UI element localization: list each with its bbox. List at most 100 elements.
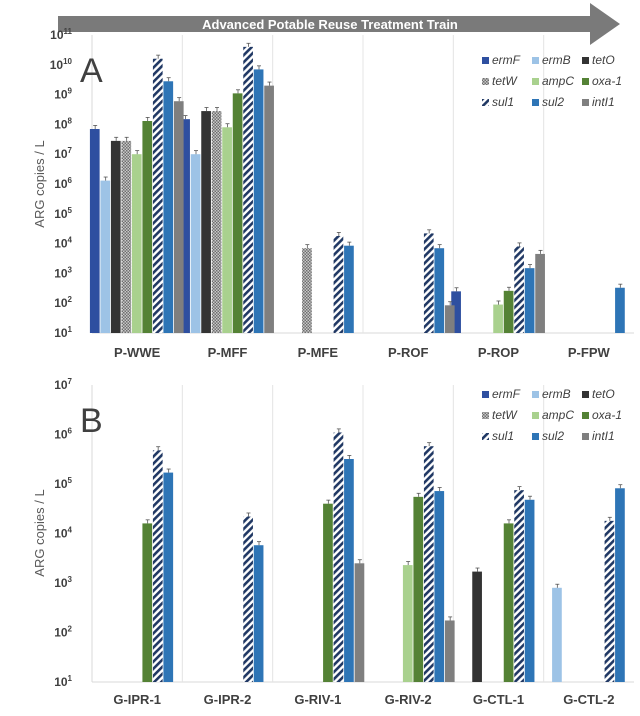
- y-tick-label: 105: [54, 206, 72, 221]
- bar-ermF: [451, 291, 461, 333]
- bar-tetO: [110, 140, 121, 333]
- legend-label-intI1: intI1: [592, 429, 615, 443]
- legend-swatch-oxa-1: [582, 412, 589, 419]
- bar-oxa-1: [413, 496, 424, 682]
- x-tick-label: G-RIV-1: [294, 692, 341, 707]
- bar-oxa-1: [323, 503, 333, 682]
- bar-ermF: [180, 119, 190, 333]
- bar-sul1: [423, 233, 434, 333]
- bar-ampC: [222, 127, 232, 333]
- bar-sul2: [524, 499, 535, 682]
- bar-sul1: [423, 446, 434, 682]
- bar-sul1: [152, 58, 163, 333]
- bar-sul2: [253, 545, 264, 682]
- y-axis-label: ARG copies / L: [32, 140, 47, 227]
- bar-sul2: [253, 69, 264, 333]
- y-tick-label: 1011: [50, 27, 72, 42]
- y-tick-label: 106: [54, 176, 72, 191]
- y-tick-label: 103: [54, 265, 72, 280]
- bar-sul1: [514, 490, 524, 682]
- legend-label-tetW: tetW: [492, 408, 518, 422]
- arrow-label: Advanced Potable Reuse Treatment Train: [202, 17, 458, 32]
- y-tick-label: 101: [54, 325, 72, 340]
- bar-oxa-1: [503, 523, 514, 682]
- y-tick-label: 108: [54, 116, 72, 131]
- y-tick-label: 109: [54, 87, 72, 102]
- bar-intI1: [173, 101, 184, 333]
- bar-ermB: [100, 180, 111, 333]
- bar-sul1: [152, 450, 163, 682]
- legend-label-oxa-1: oxa-1: [592, 408, 622, 422]
- x-tick-label: P-ROP: [478, 345, 520, 360]
- bar-sul1: [243, 46, 253, 333]
- bar-intI1: [535, 253, 545, 333]
- bar-ampC: [131, 154, 142, 333]
- legend-swatch-tetO: [582, 391, 589, 398]
- x-tick-label: G-IPR-1: [113, 692, 161, 707]
- x-tick-label: P-WWE: [114, 345, 161, 360]
- bar-sul1: [243, 516, 253, 682]
- x-tick-label: G-IPR-2: [204, 692, 252, 707]
- legend: ermF ermB tetO tetW ampC oxa-1 sul1 sul2 intI1: [482, 387, 622, 443]
- bar-tetW: [121, 140, 132, 333]
- legend-label-intI1: intI1: [592, 95, 615, 109]
- bar-oxa-1: [142, 523, 153, 682]
- bar-tetO: [472, 571, 482, 682]
- x-tick-label: P-ROF: [388, 345, 429, 360]
- y-tick-label: 107: [54, 146, 72, 161]
- bar-sul2: [344, 458, 354, 682]
- y-tick-label: 104: [54, 236, 72, 251]
- legend-label-ermB: ermB: [542, 53, 571, 67]
- y-tick-label: 105: [54, 476, 72, 491]
- legend-swatch-ermF: [482, 391, 489, 398]
- bar-sul2: [615, 488, 625, 682]
- bar-tetW: [211, 111, 222, 333]
- x-tick-label: P-MFE: [298, 345, 339, 360]
- legend-swatch-sul1: [482, 99, 489, 106]
- legend-swatch-ampC: [532, 78, 539, 85]
- bar-oxa-1: [232, 93, 243, 333]
- bar-ermB: [552, 587, 562, 682]
- legend: ermF ermB tetO tetW ampC oxa-1 sul1 sul2 intI1: [482, 53, 622, 109]
- y-tick-label: 107: [54, 377, 72, 392]
- panel-letter: A: [80, 52, 103, 90]
- legend-label-ermB: ermB: [542, 387, 571, 401]
- legend-swatch-tetW: [482, 412, 489, 419]
- panel-b: 101 102 103 104 105 106 107 ARG copies / L B G-IP…: [32, 377, 634, 707]
- legend-swatch-ampC: [532, 412, 539, 419]
- bar-sul1: [604, 520, 615, 682]
- legend-label-ermF: ermF: [492, 387, 521, 401]
- x-tick-label: G-CTL-2: [563, 692, 614, 707]
- bar-sul1: [333, 432, 344, 682]
- bar-sul2: [163, 81, 174, 333]
- legend-swatch-intI1: [582, 99, 589, 106]
- legend-label-ampC: ampC: [542, 74, 574, 88]
- bar-ermF: [89, 129, 100, 333]
- bar-sul2: [163, 472, 174, 682]
- legend-swatch-ermF: [482, 57, 489, 64]
- y-tick-label: 103: [54, 575, 72, 590]
- bar-intI1: [444, 620, 455, 682]
- bar-sul2: [434, 491, 445, 682]
- bar-sul2: [344, 245, 354, 333]
- y-tick-label: 102: [54, 625, 72, 640]
- panel-a: 101 102 103 104 105 106 107 108 109 1010 1011 ARG c…: [32, 27, 634, 360]
- bar-intI1: [264, 85, 274, 333]
- bar-ampC: [493, 304, 503, 333]
- legend-label-tetW: tetW: [492, 74, 518, 88]
- legend-swatch-sul1: [482, 433, 489, 440]
- y-tick-label: 102: [54, 295, 72, 310]
- legend-label-sul1: sul1: [492, 95, 514, 109]
- bar-tetO: [201, 111, 211, 333]
- y-tick-label: 104: [54, 526, 72, 541]
- bar-ermB: [190, 154, 201, 333]
- legend-swatch-oxa-1: [582, 78, 589, 85]
- bar-sul1: [514, 246, 524, 333]
- y-tick-label: 1010: [50, 57, 73, 72]
- legend-swatch-tetO: [582, 57, 589, 64]
- bar-oxa-1: [503, 290, 514, 333]
- legend-label-sul2: sul2: [542, 95, 564, 109]
- treatment-train-arrow: Advanced Potable Reuse Treatment Train: [58, 3, 620, 45]
- bar-sul2: [434, 248, 445, 333]
